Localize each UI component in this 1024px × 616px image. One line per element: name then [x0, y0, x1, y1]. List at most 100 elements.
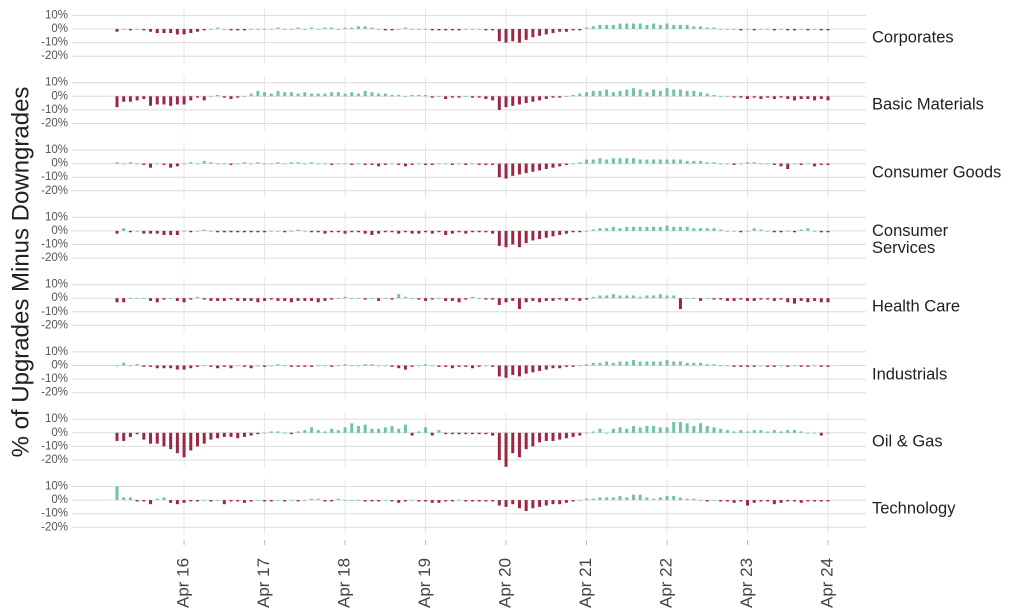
bar	[330, 163, 334, 165]
bar	[571, 432, 575, 437]
bar	[363, 424, 367, 433]
bar	[538, 163, 542, 171]
bar	[511, 298, 515, 301]
y-axis-label: % of Upgrades Minus Downgrades	[7, 87, 34, 458]
bar	[766, 163, 770, 165]
bar	[652, 226, 656, 231]
bar	[195, 230, 199, 232]
bar	[249, 29, 253, 30]
bar	[356, 230, 360, 233]
bar	[578, 230, 582, 233]
bar	[363, 163, 367, 165]
bar	[390, 365, 394, 367]
bar	[135, 364, 139, 366]
bar	[504, 96, 508, 108]
bar	[477, 163, 481, 165]
bar	[497, 500, 501, 506]
bar	[772, 430, 776, 433]
y-tick-label: -10%	[41, 508, 68, 520]
bar	[390, 500, 394, 502]
bar	[169, 432, 173, 450]
bar	[605, 24, 609, 29]
bar	[772, 365, 776, 367]
bar	[578, 93, 582, 97]
bar	[585, 432, 589, 434]
bar	[719, 229, 723, 231]
bar	[558, 163, 562, 167]
bar	[410, 432, 414, 436]
bar	[806, 500, 810, 502]
bar	[813, 29, 817, 30]
panel-label: Industrials	[872, 365, 948, 383]
bar	[471, 96, 474, 98]
bar	[692, 362, 696, 366]
bar	[665, 360, 669, 366]
bar	[497, 163, 501, 178]
bar	[779, 365, 783, 367]
bar	[678, 159, 682, 164]
bar	[558, 500, 562, 505]
bar	[732, 163, 736, 165]
panel-label: Basic Materials	[872, 95, 984, 114]
bar	[209, 29, 213, 30]
bar	[162, 432, 166, 447]
bar	[242, 365, 246, 367]
bar	[269, 431, 273, 433]
bar	[450, 163, 454, 165]
bar	[142, 29, 146, 31]
bar	[242, 230, 246, 233]
bar	[229, 432, 233, 437]
bar	[276, 230, 280, 232]
bar	[786, 96, 790, 100]
bar	[752, 430, 756, 433]
bar	[739, 96, 743, 98]
bar	[410, 298, 414, 299]
panel-label: Consumer Goods	[872, 163, 1002, 182]
bar	[323, 298, 327, 301]
bar	[403, 96, 407, 98]
bar	[719, 428, 723, 433]
bar	[544, 230, 548, 238]
bar	[497, 230, 501, 246]
bar	[792, 298, 796, 304]
bar	[269, 163, 273, 165]
bar	[202, 365, 206, 367]
bar	[605, 159, 609, 164]
bar	[149, 298, 153, 301]
bar	[665, 295, 669, 299]
bar	[323, 365, 327, 367]
bar	[618, 23, 622, 29]
bar	[585, 92, 589, 97]
bar	[236, 298, 240, 301]
bar	[746, 96, 750, 100]
bar	[417, 431, 421, 433]
bar	[209, 230, 213, 232]
bar	[229, 298, 233, 300]
bar	[772, 298, 776, 301]
bar	[222, 163, 226, 165]
bar	[115, 230, 119, 234]
bar	[719, 29, 723, 30]
bar	[699, 92, 703, 97]
y-tick-label: -20%	[41, 252, 68, 264]
bar	[645, 226, 649, 231]
bar	[189, 432, 193, 451]
bar	[229, 500, 233, 502]
bar	[678, 226, 682, 231]
bar	[786, 230, 790, 232]
bar	[658, 159, 662, 164]
bar	[437, 29, 441, 31]
bar	[511, 96, 515, 106]
bar	[484, 365, 488, 367]
bar	[591, 296, 595, 299]
bar	[175, 500, 179, 505]
y-tick-label: -10%	[41, 306, 68, 318]
bar	[390, 29, 394, 31]
bar	[551, 365, 555, 369]
bar	[310, 365, 314, 367]
bar	[477, 432, 481, 435]
bar	[316, 230, 320, 233]
bar	[115, 432, 119, 441]
bar	[645, 497, 649, 501]
bar	[403, 27, 407, 29]
